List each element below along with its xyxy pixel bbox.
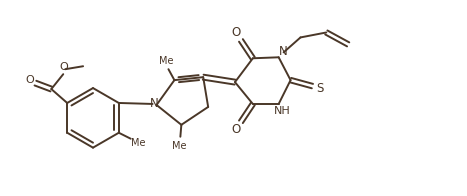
Text: O: O	[231, 123, 241, 136]
Text: O: O	[231, 26, 241, 39]
Text: O: O	[60, 62, 69, 72]
Text: NH: NH	[274, 106, 291, 116]
Text: N: N	[150, 97, 159, 111]
Text: O: O	[25, 75, 34, 85]
Text: N: N	[279, 45, 288, 58]
Text: Me: Me	[131, 138, 146, 148]
Text: Me: Me	[159, 56, 174, 66]
Text: Me: Me	[172, 141, 187, 151]
Text: S: S	[317, 82, 324, 95]
